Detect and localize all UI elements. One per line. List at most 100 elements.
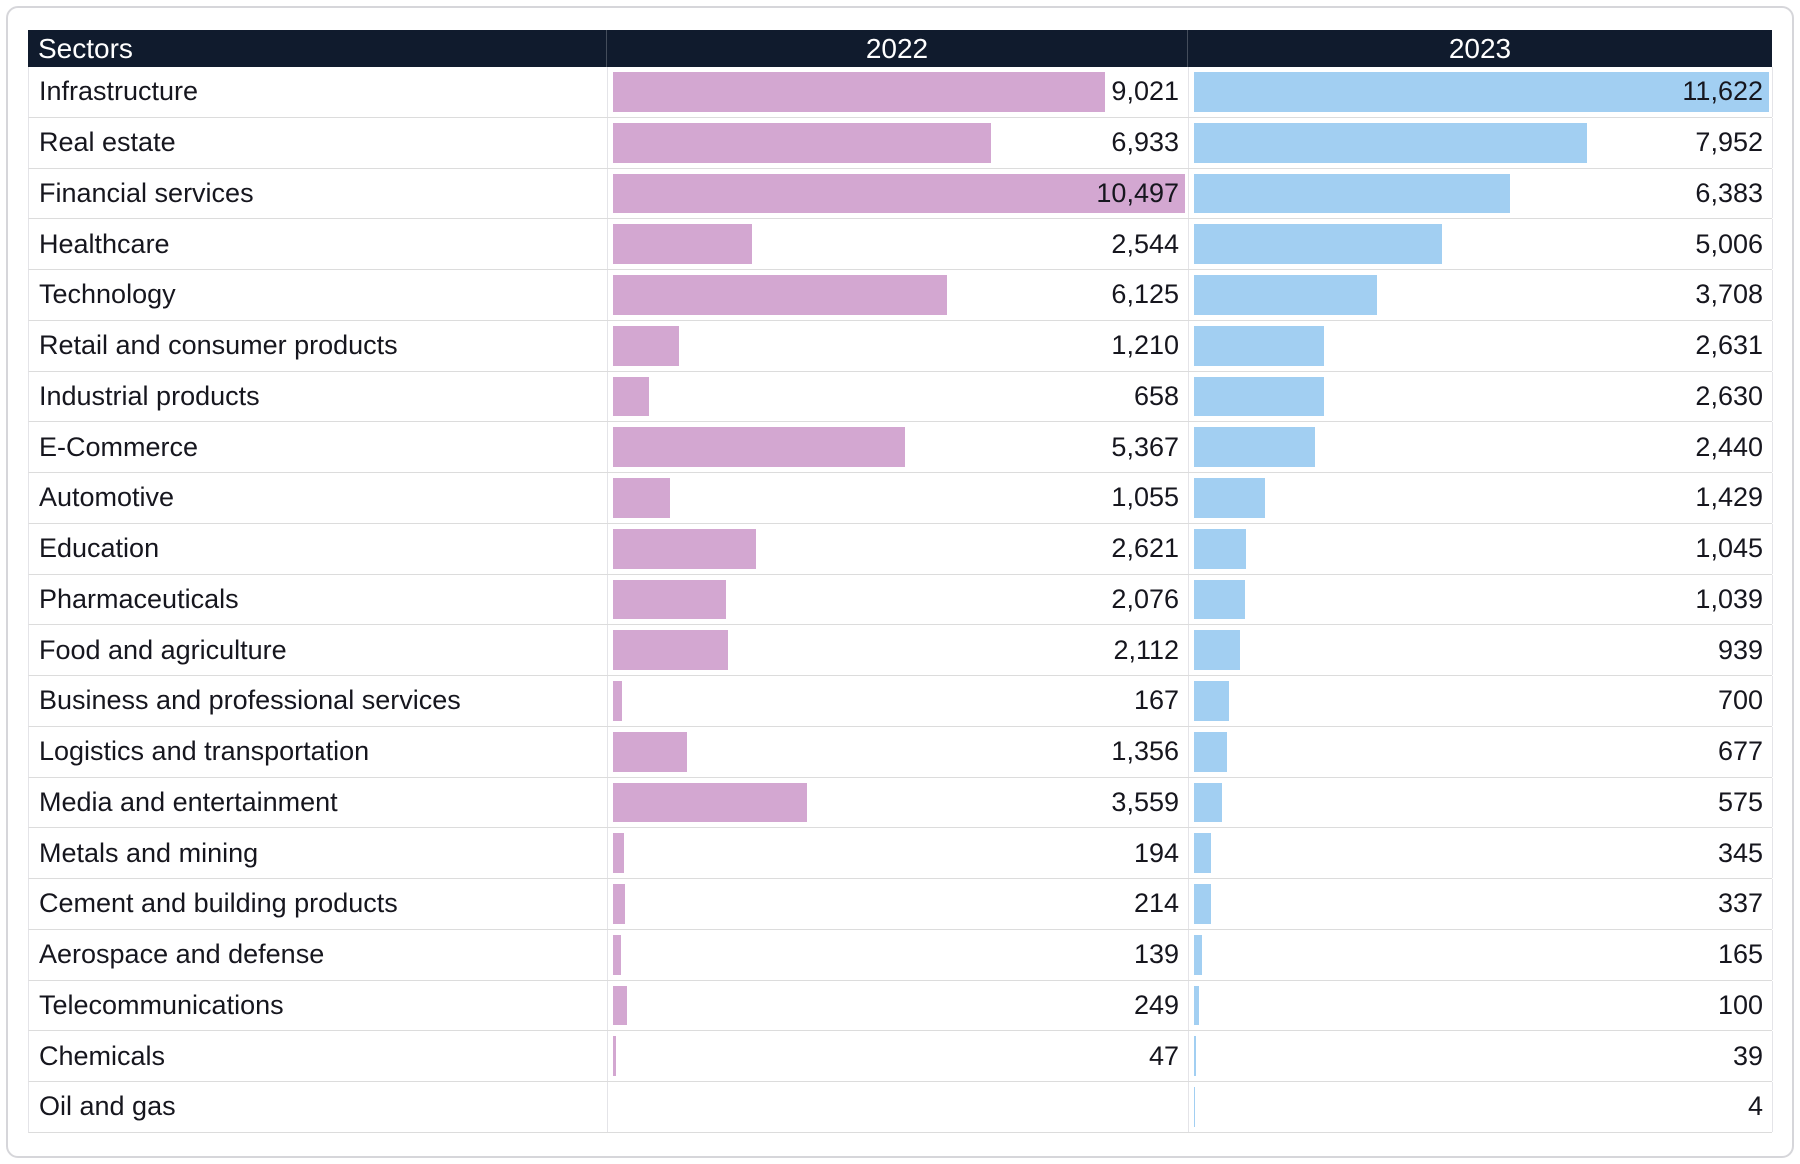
- bar-2023: [1194, 884, 1211, 924]
- bar-2022: [613, 275, 947, 315]
- bar-2022: [613, 884, 625, 924]
- bar-track: [1194, 427, 1769, 467]
- sector-label: Aerospace and defense: [29, 929, 608, 980]
- value-2023: 7,952: [1695, 127, 1763, 158]
- value-2023: 5,006: [1695, 228, 1763, 259]
- value-2023: 3,708: [1695, 279, 1763, 310]
- table-row: Education 2,621 1,045: [28, 523, 1773, 575]
- bar-2023: [1194, 173, 1510, 214]
- cell-2022: 5,367: [608, 422, 1189, 472]
- cell-2023: 1,045: [1189, 523, 1773, 574]
- sector-label: Food and agriculture: [29, 625, 608, 675]
- bar-2022: [613, 427, 906, 467]
- cell-2023: 6,383: [1189, 168, 1773, 219]
- value-2023: 337: [1717, 888, 1763, 919]
- bar-track: [613, 782, 1185, 823]
- bar-track: [1194, 630, 1769, 670]
- cell-2022: 47: [608, 1031, 1189, 1081]
- value-2023: 2,631: [1695, 330, 1763, 361]
- bar-2022: [613, 985, 627, 1026]
- cell-2022: 6,125: [608, 270, 1189, 320]
- table-row: Automotive 1,055 1,429: [28, 473, 1773, 524]
- table-row: Oil and gas 4: [28, 1082, 1773, 1133]
- bar-2022: [613, 731, 687, 772]
- table-row: Infrastructure 9,021 11,622: [28, 67, 1773, 118]
- bar-2023: [1194, 579, 1246, 620]
- bar-2023: [1194, 72, 1769, 112]
- bar-2022: [613, 833, 624, 873]
- bar-track: [1194, 72, 1769, 112]
- bar-track: [1194, 1087, 1769, 1127]
- sector-label: Logistics and transportation: [29, 726, 608, 777]
- cell-2023: 11,622: [1189, 67, 1773, 117]
- cell-2023: 165: [1189, 929, 1773, 980]
- value-2023: 677: [1717, 736, 1763, 767]
- value-2022: 1,210: [1111, 330, 1179, 361]
- value-2022: 2,621: [1111, 533, 1179, 564]
- cell-2023: 575: [1189, 777, 1773, 828]
- bar-2022: [613, 122, 991, 163]
- table-row: Media and entertainment 3,559 575: [28, 777, 1773, 829]
- value-2022: 167: [1133, 685, 1179, 716]
- cell-2022: 9,021: [608, 67, 1189, 117]
- bar-2023: [1194, 833, 1212, 873]
- bar-track: [613, 884, 1185, 924]
- cell-2023: 7,952: [1189, 117, 1773, 168]
- header-2022: 2022: [607, 30, 1188, 67]
- value-2023: 165: [1717, 939, 1763, 970]
- bar-2022: [613, 224, 752, 264]
- table-row: Retail and consumer products 1,210 2,631: [28, 320, 1773, 372]
- bar-2023: [1194, 681, 1229, 721]
- value-2022: 5,367: [1111, 431, 1179, 462]
- bar-2023: [1194, 731, 1228, 772]
- cell-2022: 139: [608, 929, 1189, 980]
- bar-2023: [1194, 224, 1442, 264]
- sector-label: Technology: [29, 270, 608, 320]
- cell-2023: 39: [1189, 1031, 1773, 1081]
- bar-track: [613, 985, 1185, 1026]
- cell-2023: 100: [1189, 980, 1773, 1031]
- bar-track: [613, 528, 1185, 569]
- table-row: Cement and building products 214 337: [28, 879, 1773, 930]
- table-row: Metals and mining 194 345: [28, 828, 1773, 879]
- cell-2022: 658: [608, 371, 1189, 422]
- bar-track: [613, 1087, 1185, 1127]
- bar-2023: [1194, 478, 1265, 518]
- bar-track: [613, 325, 1185, 366]
- value-2023: 700: [1717, 685, 1763, 716]
- bar-track: [613, 681, 1185, 721]
- cell-2023: 1,039: [1189, 574, 1773, 625]
- cell-2022: 6,933: [608, 117, 1189, 168]
- cell-2023: 677: [1189, 726, 1773, 777]
- table-row: Logistics and transportation 1,356 677: [28, 726, 1773, 778]
- cell-2023: 2,440: [1189, 422, 1773, 472]
- value-2022: 2,076: [1111, 583, 1179, 614]
- sector-label: Education: [29, 523, 608, 574]
- bar-track: [613, 630, 1185, 670]
- table-row: Telecommunications 249 100: [28, 980, 1773, 1032]
- value-2022: 9,021: [1111, 76, 1179, 107]
- table-row: Aerospace and defense 139 165: [28, 929, 1773, 981]
- cell-2023: 3,708: [1189, 270, 1773, 320]
- bar-2023: [1194, 275, 1378, 315]
- sector-label: Infrastructure: [29, 67, 608, 117]
- bar-2022: [613, 478, 671, 518]
- value-2022: 6,125: [1111, 279, 1179, 310]
- bar-track: [613, 427, 1185, 467]
- bar-track: [613, 72, 1185, 112]
- sector-label: Automotive: [29, 473, 608, 523]
- bar-track: [1194, 884, 1769, 924]
- bar-track: [613, 122, 1185, 163]
- bar-2022: [613, 681, 623, 721]
- bar-track: [613, 376, 1185, 417]
- cell-2023: 345: [1189, 828, 1773, 878]
- cell-2023: 2,631: [1189, 320, 1773, 371]
- bar-track: [1194, 376, 1769, 417]
- bar-2022: [613, 325, 679, 366]
- bar-2023: [1194, 325, 1325, 366]
- value-2022: 3,559: [1111, 786, 1179, 817]
- cell-2022: 3,559: [608, 777, 1189, 828]
- value-2023: 11,622: [1682, 76, 1763, 107]
- cell-2023: 700: [1189, 676, 1773, 726]
- bar-track: [1194, 528, 1769, 569]
